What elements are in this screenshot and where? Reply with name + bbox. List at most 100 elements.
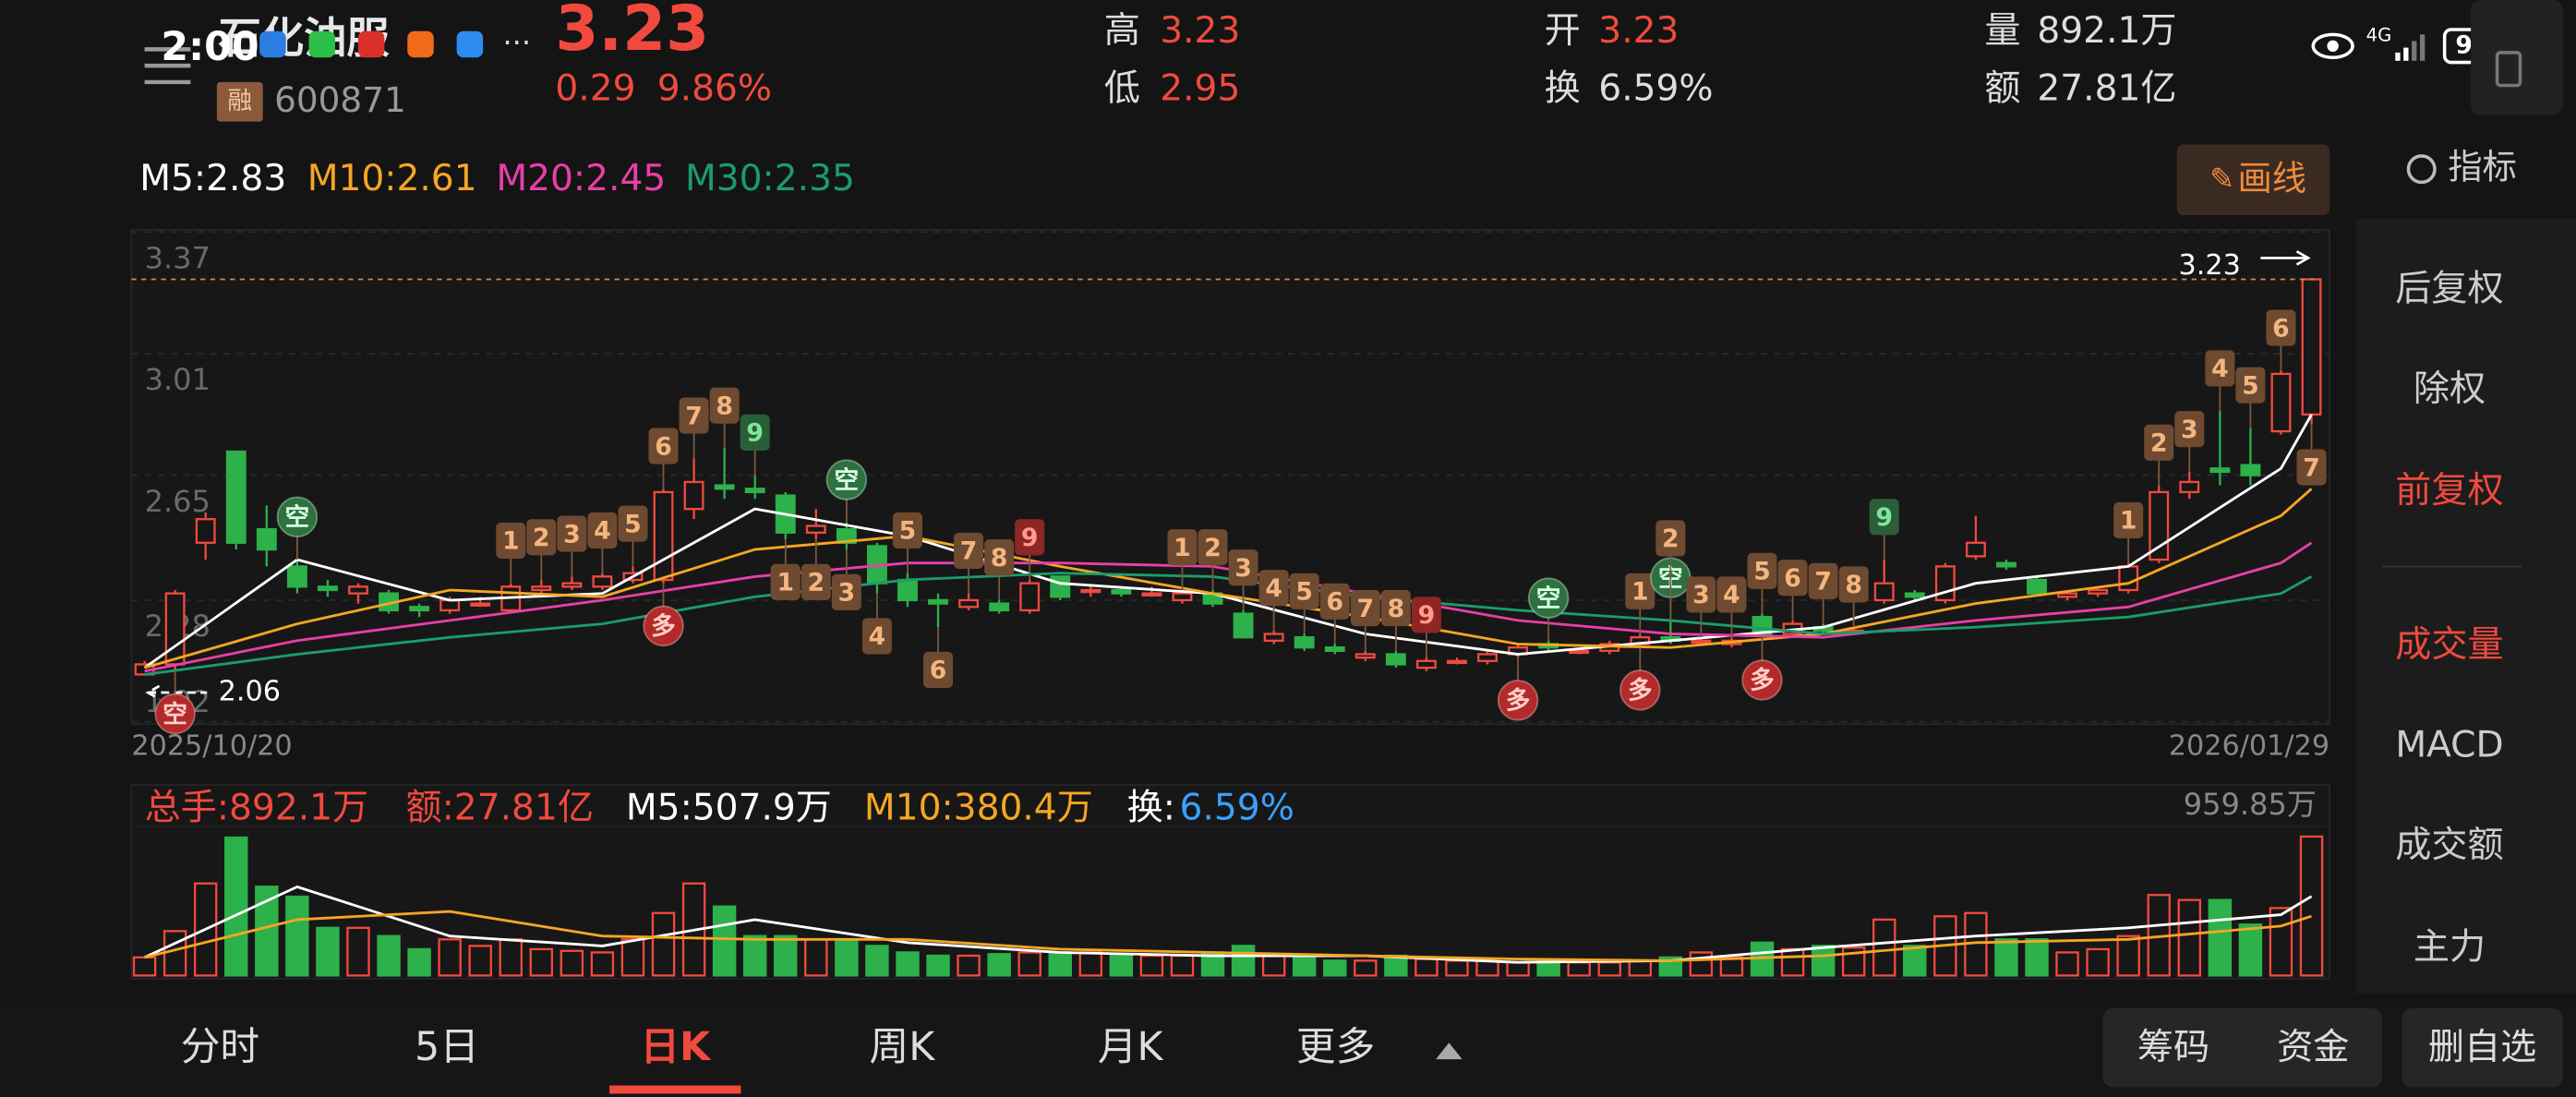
candle-body [531, 585, 552, 592]
volume-bar [132, 956, 157, 977]
signal-text: 1 [502, 527, 520, 556]
side-item[interactable]: MACD [2395, 725, 2503, 766]
volume-legend: 额:27.81亿 [405, 787, 594, 828]
signal-tag [1747, 552, 1777, 589]
candle-body [989, 602, 1010, 612]
signal-tag [1015, 519, 1045, 556]
y-tick-label: 959.85万 [2184, 787, 2317, 822]
signal-tag [923, 651, 954, 689]
draw-button[interactable] [2176, 144, 2330, 215]
quote-value: 2.95 [1160, 67, 1240, 109]
candle-body [1873, 582, 1895, 602]
signal-tag [1686, 576, 1716, 613]
candle-body [805, 524, 826, 534]
min-arrow [145, 684, 208, 701]
candle-body [256, 527, 277, 551]
signal-text: 空 [163, 700, 187, 729]
volume-bar [407, 947, 431, 977]
side-title[interactable]: 指标 [2448, 147, 2517, 187]
quote-value: 6.59% [1598, 67, 1713, 109]
candle-body [317, 585, 338, 592]
signal-text: 多 [651, 612, 676, 641]
signal-text: 2 [2150, 429, 2168, 458]
y-tick-label: 3.37 [145, 241, 211, 276]
signal-text: 4 [1723, 581, 1740, 609]
signal-text: 2 [1662, 524, 1679, 553]
signal-tag [861, 618, 892, 655]
signal-text: 3 [2181, 416, 2198, 444]
volume-bar [1872, 918, 1896, 977]
signal-text: 1 [1631, 578, 1649, 607]
volume-bar [1170, 954, 1195, 977]
signal-text: 空 [285, 503, 310, 532]
signal-tag [1167, 529, 1198, 566]
tab[interactable]: 分时 [181, 1024, 259, 1070]
volume-panel [130, 784, 2330, 980]
volume-bar [1354, 959, 1378, 977]
phone-button[interactable] [2471, 0, 2563, 115]
candle-body [1233, 612, 1254, 639]
signal-text: 6 [1326, 588, 1343, 617]
volume-bar [2177, 898, 2202, 977]
tab[interactable]: 周K [870, 1024, 936, 1070]
network: 4G [2366, 25, 2392, 46]
side-item[interactable]: 主力 [2413, 926, 2486, 968]
signal-text: 3 [1692, 581, 1710, 609]
candle-body [1172, 592, 1193, 602]
signal-tag [2144, 424, 2174, 461]
quote-value: 3.23 [1598, 10, 1679, 52]
candle-body [2118, 565, 2139, 592]
signal-tag [1350, 590, 1380, 627]
signal-text: 7 [1814, 568, 1832, 597]
phone-icon [2495, 51, 2522, 88]
candle-body [1080, 588, 1101, 594]
tab[interactable]: 日K [640, 1024, 712, 1070]
tab[interactable]: 更多 [1296, 1024, 1375, 1070]
side-item[interactable]: 后复权 [2395, 268, 2503, 309]
candle-body [1019, 582, 1041, 612]
more-icons: ··· [502, 25, 531, 60]
signal-text: 9 [1875, 503, 1893, 532]
action-button[interactable]: 筹码 [2137, 1027, 2209, 1068]
side-item[interactable]: 前复权 [2395, 470, 2503, 512]
candle-body [2057, 592, 2078, 598]
signal-tag [1319, 583, 1350, 620]
volume-bar [1780, 947, 1805, 977]
action-button[interactable]: 删自选 [2428, 1027, 2536, 1068]
tab[interactable]: 5日 [415, 1024, 479, 1070]
menu-icon[interactable] [144, 47, 191, 85]
signal-text: 6 [655, 432, 672, 461]
signal-tag [954, 532, 984, 569]
signal-text: 7 [1357, 595, 1375, 623]
volume-bar [224, 836, 248, 977]
x-tick-label: 2025/10/20 [131, 730, 292, 763]
ma-line [144, 488, 2313, 669]
volume-bar [774, 934, 798, 977]
volume-legend: 6.59% [1180, 787, 1294, 828]
candle-body [1569, 649, 1590, 655]
signal-tag [2296, 449, 2327, 486]
volume-bar [285, 895, 309, 977]
signal-badge [276, 496, 319, 538]
side-item[interactable]: 除权 [2413, 368, 2486, 410]
candle-body [897, 578, 918, 602]
signal-tag [1258, 570, 1289, 607]
side-item[interactable]: 成交额 [2395, 825, 2503, 866]
signal-text: 空 [1536, 585, 1561, 613]
eye-icon [2311, 32, 2354, 60]
signal-badge [1527, 577, 1570, 619]
volume-bar [2025, 938, 2049, 977]
volume-bar [651, 911, 676, 977]
signal-tag [1228, 549, 1258, 586]
volume-bar [346, 926, 370, 977]
action-button[interactable]: 资金 [2277, 1027, 2349, 1068]
tab[interactable]: 月K [1098, 1024, 1164, 1070]
min-label: 2.06 [219, 675, 281, 707]
candle-body [1447, 659, 1467, 665]
signal-tag [1869, 499, 1899, 536]
signal-text: 8 [991, 544, 1008, 573]
signal-tag [2174, 411, 2205, 448]
signal-text: 3 [1234, 554, 1252, 583]
side-item[interactable]: 成交量 [2395, 624, 2503, 666]
volume-bar [2238, 923, 2263, 977]
